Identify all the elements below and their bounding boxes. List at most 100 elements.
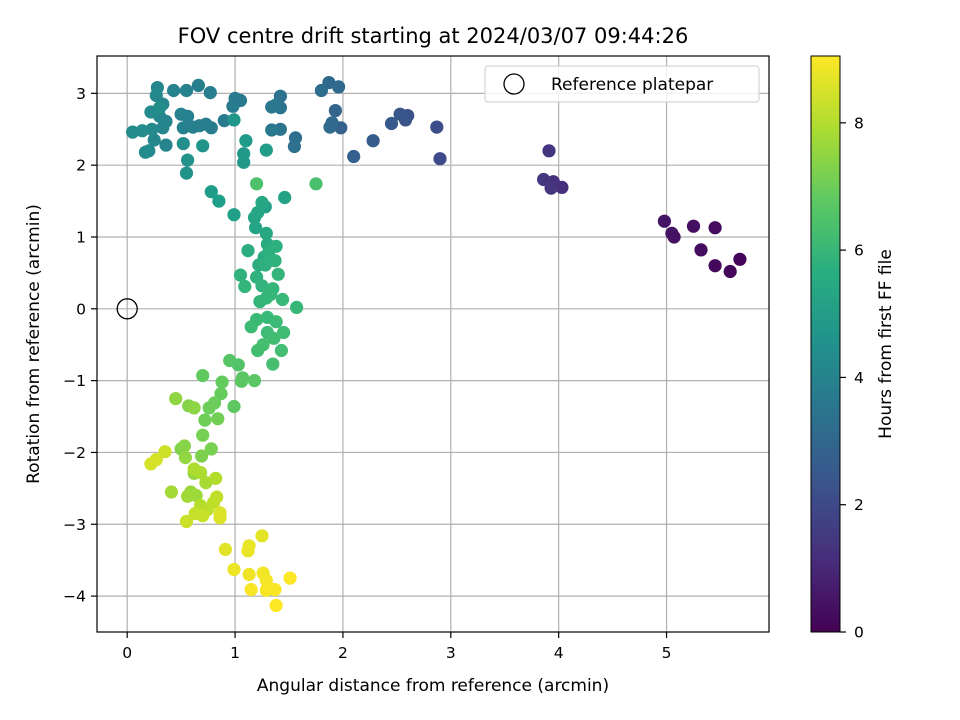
data-point xyxy=(217,114,231,128)
data-point xyxy=(234,374,249,388)
data-point xyxy=(256,338,270,352)
x-tick-label: 5 xyxy=(662,644,672,662)
data-point xyxy=(145,122,159,136)
data-point xyxy=(178,450,192,465)
data-point xyxy=(196,369,210,383)
data-point xyxy=(126,125,140,139)
y-tick-label: 3 xyxy=(76,85,86,103)
legend-box xyxy=(484,65,760,103)
data-point xyxy=(290,300,304,314)
reference-marker-group xyxy=(116,298,138,320)
data-point xyxy=(265,100,279,114)
colorbar-ticks: 0 2 4 6 8 xyxy=(840,114,864,642)
y-tick-label: −3 xyxy=(63,516,86,534)
data-point xyxy=(277,325,291,340)
data-point xyxy=(287,139,301,154)
data-point xyxy=(212,194,226,208)
data-point xyxy=(167,83,181,98)
data-point xyxy=(211,412,225,426)
legend-entry-reference: Reference platepar xyxy=(551,75,713,95)
x-tick-label: 2 xyxy=(338,644,348,662)
data-point xyxy=(278,190,292,205)
data-point xyxy=(264,287,278,301)
data-point xyxy=(255,529,269,543)
data-point xyxy=(164,485,178,499)
data-point xyxy=(275,292,290,307)
colorbar xyxy=(810,55,841,633)
data-point xyxy=(176,137,190,151)
data-point xyxy=(227,208,241,222)
data-point xyxy=(203,86,217,100)
data-point xyxy=(323,120,337,134)
data-point xyxy=(267,331,281,345)
y-axis-label: Rotation from reference (arcmin) xyxy=(24,204,44,484)
data-point xyxy=(433,152,447,166)
y-axis-ticks: −4 −3 −2 −1 0 1 2 3 xyxy=(63,85,97,606)
data-point xyxy=(181,153,195,167)
data-point xyxy=(271,267,285,281)
data-point xyxy=(187,401,201,415)
data-point xyxy=(213,511,227,525)
data-point xyxy=(259,143,273,157)
data-point xyxy=(274,343,288,358)
data-point xyxy=(268,583,282,597)
data-point xyxy=(210,490,224,504)
data-point xyxy=(223,353,237,368)
x-tick-label: 0 xyxy=(122,644,132,662)
data-point xyxy=(542,144,556,158)
y-tick-label: 2 xyxy=(76,157,86,175)
data-point xyxy=(179,83,194,98)
x-tick-label: 4 xyxy=(554,644,564,662)
colorbar-tick-label: 4 xyxy=(854,369,864,387)
data-point xyxy=(393,107,407,121)
colorbar-tick-label: 8 xyxy=(854,114,864,132)
data-point xyxy=(244,320,258,334)
data-point xyxy=(196,509,210,523)
data-point xyxy=(196,428,210,442)
data-point xyxy=(314,83,328,98)
data-point xyxy=(135,124,149,138)
data-point xyxy=(156,121,170,135)
data-point xyxy=(149,88,163,103)
data-point xyxy=(241,544,255,558)
colorbar-tick-label: 2 xyxy=(854,496,864,514)
data-point xyxy=(227,562,241,577)
data-point xyxy=(366,134,380,148)
data-point xyxy=(204,185,218,199)
data-point xyxy=(249,221,263,235)
data-point xyxy=(269,315,283,329)
data-point xyxy=(347,149,361,164)
data-point xyxy=(283,571,297,585)
data-point xyxy=(686,219,701,233)
y-tick-label: 0 xyxy=(76,300,86,318)
data-point xyxy=(227,113,241,127)
data-point xyxy=(181,489,195,503)
y-tick-label: −1 xyxy=(63,372,86,390)
chart-title: FOV centre drift starting at 2024/03/07 … xyxy=(178,24,689,48)
data-point xyxy=(179,514,194,529)
data-point xyxy=(159,138,173,152)
data-point xyxy=(259,226,273,240)
data-point xyxy=(255,279,269,293)
data-point xyxy=(177,439,191,453)
data-point xyxy=(176,121,190,135)
legend-reference-marker xyxy=(503,73,525,95)
data-points xyxy=(126,76,747,613)
data-point xyxy=(537,172,551,187)
data-point xyxy=(218,542,232,557)
data-point xyxy=(265,123,279,137)
data-point xyxy=(328,104,342,118)
data-point xyxy=(209,471,223,485)
data-point xyxy=(158,445,172,459)
data-point xyxy=(202,401,216,415)
data-point xyxy=(269,239,283,253)
data-point xyxy=(269,598,283,613)
x-tick-label: 3 xyxy=(446,644,456,662)
data-point xyxy=(233,268,248,282)
colorbar-tick-label: 0 xyxy=(854,624,864,642)
data-point xyxy=(186,120,200,134)
data-point xyxy=(204,442,218,456)
data-point xyxy=(733,252,747,266)
data-point xyxy=(250,177,264,191)
